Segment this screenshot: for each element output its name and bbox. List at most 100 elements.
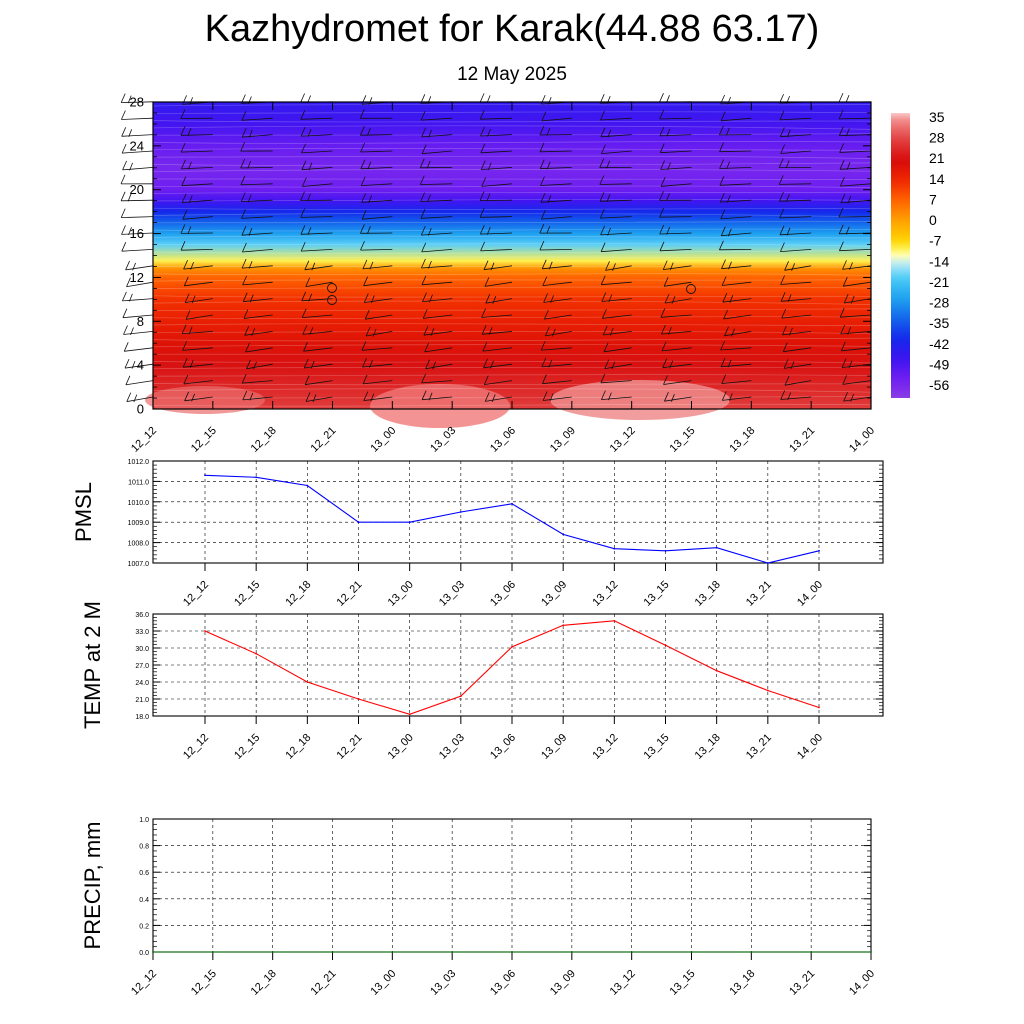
wind-barb <box>481 167 513 170</box>
wind-barb <box>660 150 692 154</box>
wind-barb <box>241 117 273 121</box>
wind-barb-flag <box>302 325 308 335</box>
wind-barb <box>660 167 692 170</box>
temp2m-data-point <box>562 624 565 627</box>
wind-barb-flag <box>422 292 427 302</box>
wind-barb-flag <box>546 225 551 234</box>
x-tick-label: 12_12 <box>181 579 211 609</box>
wind-barb-flag <box>300 110 306 120</box>
wind-barb-flag <box>360 224 365 234</box>
wind-barb <box>720 199 752 203</box>
wind-barb-flag <box>544 309 549 320</box>
wind-barb-flag <box>727 228 732 237</box>
contour-line <box>152 273 872 276</box>
wind-barb <box>240 167 273 169</box>
wind-barb-flag <box>549 393 554 402</box>
wind-barb-flag <box>360 240 365 251</box>
wind-barb <box>600 216 632 219</box>
wind-barb-flag <box>542 391 548 401</box>
wind-barb-flag <box>129 162 133 171</box>
wind-barb <box>360 167 393 170</box>
wind-barb-flag <box>123 342 129 352</box>
wind-barb-flag <box>180 142 186 153</box>
wind-barb-flag <box>370 393 375 402</box>
colorbar-label: 21 <box>929 150 945 166</box>
wind-barb-flag <box>361 95 367 105</box>
wind-barb-flag <box>840 176 845 187</box>
wind-barb-flag <box>723 309 728 320</box>
precip-data-point <box>630 951 633 953</box>
wind-barb <box>722 396 752 401</box>
wind-barb <box>843 281 872 287</box>
wind-barb-flag <box>720 209 726 220</box>
wind-barb-flag <box>787 294 792 302</box>
temp2m-data-point <box>255 652 258 655</box>
wind-barb <box>779 216 812 219</box>
wind-barb <box>242 249 273 253</box>
contour-line <box>152 286 872 289</box>
wind-barb-flag <box>181 324 187 334</box>
wind-barb-flag <box>726 194 731 203</box>
wind-barb <box>840 199 872 204</box>
wind-barb-flag <box>722 293 728 303</box>
wind-barb-flag <box>791 263 795 271</box>
wind-barb-flag <box>547 195 552 203</box>
y-tick-label: 0 <box>137 402 144 417</box>
colorbar-label: 35 <box>929 109 945 125</box>
wind-barb-flag <box>305 392 311 402</box>
wind-barb-flag <box>600 225 605 236</box>
wind-barb-flag <box>428 129 432 138</box>
contour-line <box>152 360 872 364</box>
wind-barb-flag <box>424 342 430 353</box>
x-tick-label: 13_21 <box>744 579 774 609</box>
wind-barb-flag <box>721 374 727 384</box>
wind-barb <box>721 232 752 237</box>
wind-barb-flag <box>720 357 726 367</box>
wind-barb-flag <box>541 259 547 269</box>
surface-warm-patch <box>370 384 510 428</box>
precip-data-point <box>570 951 573 953</box>
wind-barb-flag <box>427 227 432 236</box>
wind-barb-flag <box>845 128 850 137</box>
temp2m-panel: 36.0 33.0 30.0 27.0 24.0 21.0 18.0 12_12 12_15 12… <box>80 601 884 762</box>
x-tick-label: 13_09 <box>539 732 569 762</box>
wind-barb <box>542 380 572 385</box>
x-tick-label: 13_21 <box>787 968 817 998</box>
wind-barb-flag <box>599 208 605 219</box>
wind-barb <box>839 167 872 170</box>
y-tick-label: 36.0 <box>135 612 149 619</box>
wind-barb-flag <box>363 391 369 401</box>
wind-barb-flag <box>429 294 433 303</box>
wind-barb <box>782 331 812 336</box>
wind-barb-flag <box>720 340 725 351</box>
calm-wind-circle <box>686 284 696 294</box>
wind-barb-flag <box>309 327 314 336</box>
wind-barb-flag <box>127 95 132 104</box>
wind-barb <box>481 314 513 318</box>
wind-barb <box>719 167 752 169</box>
wind-barb <box>783 363 812 369</box>
wind-barb <box>660 314 692 318</box>
wind-barb-flag <box>600 275 606 285</box>
wind-barb <box>481 183 513 187</box>
wind-barb <box>301 167 333 171</box>
pmsl-data-point <box>204 474 206 477</box>
pmsl-data-point <box>664 549 667 552</box>
wind-barb <box>480 232 513 235</box>
contour-line <box>152 178 872 180</box>
wind-barb-flag <box>662 260 668 270</box>
wind-barb <box>183 363 213 368</box>
surface-warm-patch <box>550 380 730 420</box>
x-tick-label: 13_15 <box>642 732 672 762</box>
wind-barb-flag <box>839 160 845 170</box>
wind-barb <box>242 281 273 286</box>
wind-barb-flag <box>840 341 846 351</box>
wind-barb <box>304 265 333 271</box>
wind-barb-flag <box>184 391 189 401</box>
wind-barb-flag <box>422 309 428 319</box>
wind-barb <box>842 265 872 270</box>
wind-barb-flag <box>483 375 489 385</box>
wind-barb-flag <box>312 394 317 403</box>
wind-barb-flag <box>490 262 495 271</box>
wind-barb-flag <box>430 328 435 336</box>
